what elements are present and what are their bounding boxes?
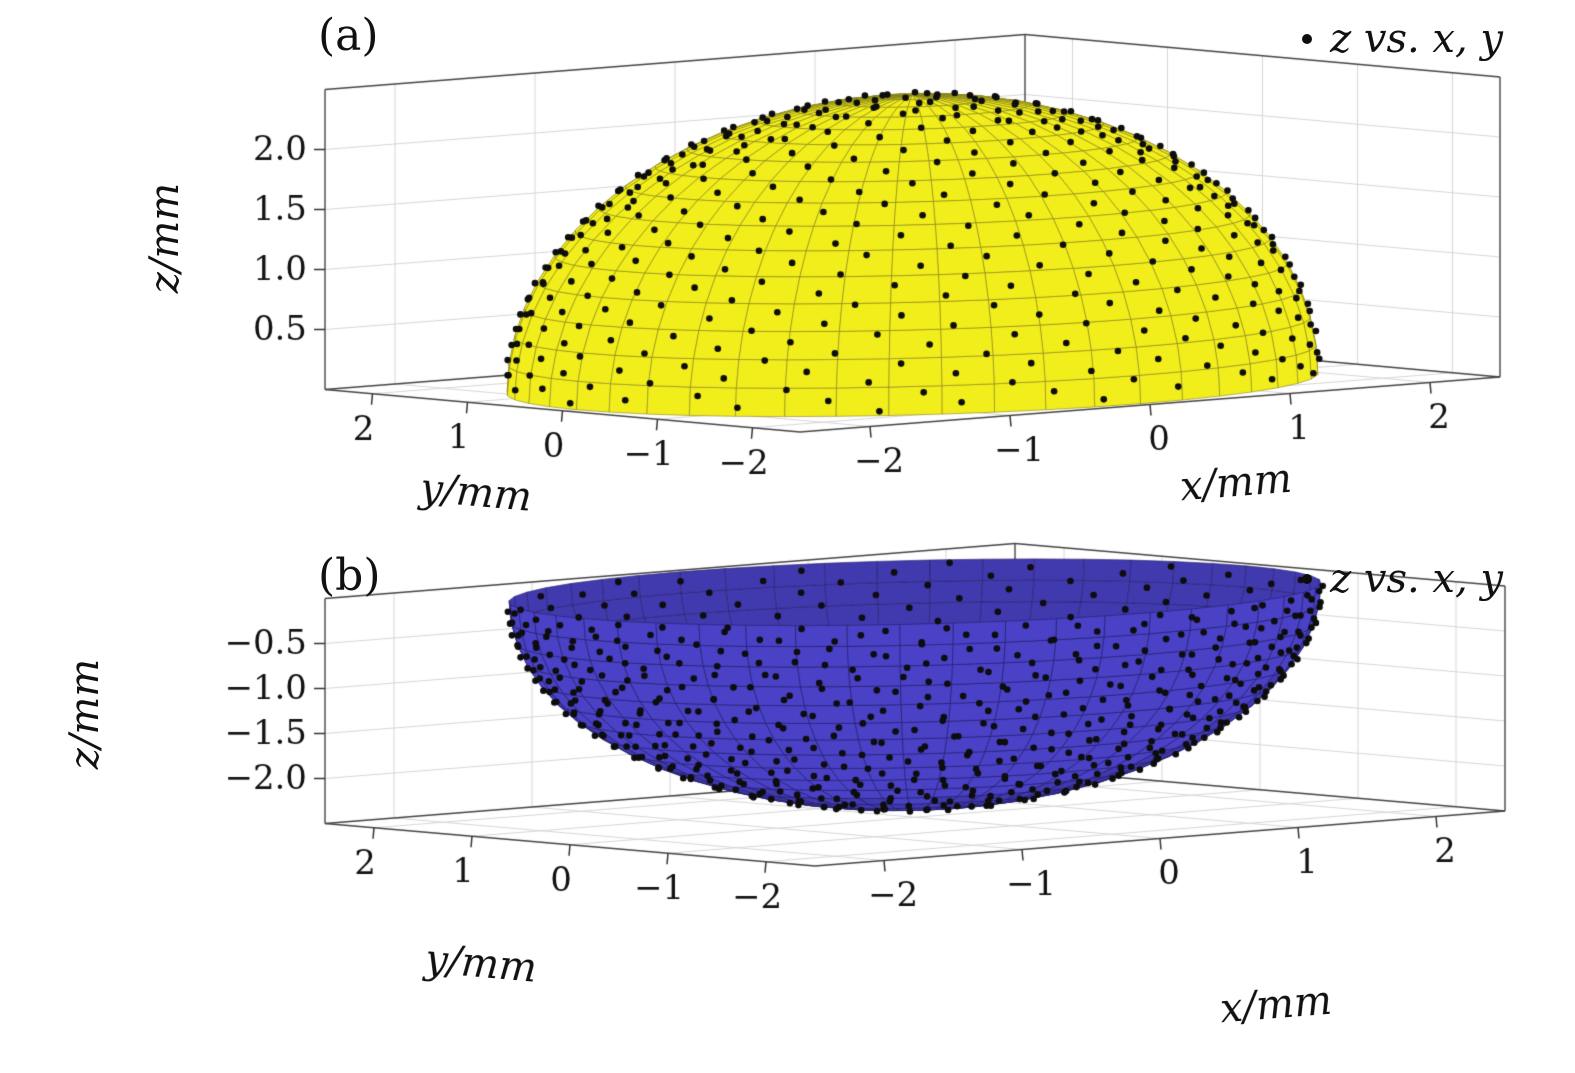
panel-a-z-axis-label: z/mm xyxy=(142,182,188,294)
panel-b-z-axis-label: z/mm xyxy=(62,658,108,770)
panel-b: (b) z vs. x, y z/mm y/mm x/mm xyxy=(0,536,1575,1073)
legend-marker-dot xyxy=(1302,34,1313,44)
panel-b-letter: (b) xyxy=(318,550,381,601)
panel-a-legend: z vs. x, y xyxy=(1302,16,1503,62)
panel-b-y-axis-label: y/mm xyxy=(423,936,539,992)
legend-label: z vs. x, y xyxy=(1330,16,1503,62)
panel-b-3d-plot xyxy=(0,536,1575,1073)
panel-a: (a) z vs. x, y z/mm y/mm x/mm xyxy=(0,0,1575,536)
panel-a-3d-plot xyxy=(0,0,1575,536)
panel-b-legend: z vs. x, y xyxy=(1302,556,1503,602)
panel-a-y-axis-label: y/mm xyxy=(418,465,534,521)
panel-a-x-axis-label: x/mm xyxy=(1178,455,1294,511)
panel-a-letter: (a) xyxy=(318,10,379,61)
legend-label: z vs. x, y xyxy=(1330,556,1503,602)
legend-marker-dot xyxy=(1302,574,1313,584)
panel-b-x-axis-label: x/mm xyxy=(1218,977,1334,1033)
